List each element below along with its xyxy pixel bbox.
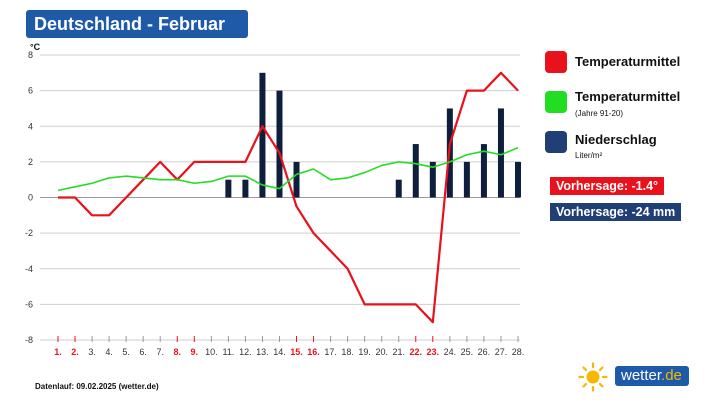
forecast-temp-badge: Vorhersage: -1.4°: [550, 177, 665, 195]
brand-logo[interactable]: wetter.de: [615, 366, 689, 386]
brand-suffix: .de: [661, 367, 682, 384]
y-tick-label: 2: [28, 157, 33, 167]
x-tick-label: 7.: [156, 347, 164, 357]
precip-bar: [515, 161, 521, 198]
legend-swatch-temp-clim: [545, 91, 567, 113]
x-tick-label: 27.: [495, 347, 508, 357]
x-tick-label: 9.: [191, 347, 199, 357]
x-tick-label: 20.: [375, 347, 388, 357]
x-tick-label: 17.: [324, 347, 337, 357]
line-layer: [57, 71, 519, 324]
x-tick-label: 8.: [174, 347, 182, 357]
legend-sub-temp-clim: (Jahre 91-20): [575, 109, 624, 118]
x-tick-label: 4.: [105, 347, 113, 357]
y-tick-label: 6: [28, 86, 33, 96]
x-tick-label: 22.: [410, 347, 423, 357]
legend-label-temp-mean: Temperaturmittel: [575, 54, 681, 69]
x-tick-label: 11.: [222, 347, 234, 357]
x-tick-label: 24.: [444, 347, 457, 357]
precip-bar: [242, 179, 249, 198]
page-title: Deutschland - Februar: [26, 10, 248, 38]
precip-bar: [463, 161, 470, 198]
x-tick-label: 1.: [54, 347, 62, 357]
x-tick-label: 10.: [205, 347, 218, 357]
x-tick-label: 5.: [122, 347, 130, 357]
y-tick-label: -8: [25, 335, 33, 345]
y-tick-label: 8: [28, 50, 33, 60]
x-tick-label: 25.: [461, 347, 474, 357]
legend-swatch-precip: [545, 131, 567, 153]
x-tick-label: 18.: [341, 347, 354, 357]
y-tick-label: 4: [28, 121, 33, 131]
precip-bar: [276, 90, 283, 198]
temp-clim-line: [57, 146, 519, 192]
y-tick-label: -6: [25, 299, 33, 309]
precip-bar: [497, 108, 504, 198]
x-tick-label: 19.: [358, 347, 371, 357]
x-tick-label: 3.: [88, 347, 96, 357]
legend-label-precip: Niederschlag: [575, 132, 657, 147]
precip-bar: [480, 144, 487, 198]
temp-mean-line: [58, 71, 519, 324]
legend-swatch-temp-mean: [545, 51, 567, 73]
legend-sub-precip: Liter/m²: [575, 151, 603, 160]
x-tick-label: 15.: [290, 347, 303, 357]
x-tick-label: 14.: [273, 347, 286, 357]
y-tick-label: -2: [25, 228, 33, 238]
precip-bar: [259, 72, 266, 198]
precip-bar: [429, 161, 436, 198]
x-tick-label: 16.: [307, 347, 320, 357]
precip-bar: [293, 161, 300, 198]
y-axis-unit: °C: [30, 42, 41, 52]
x-tick-label: 26.: [478, 347, 491, 357]
x-tick-label: 6.: [139, 347, 147, 357]
y-tick-label: 0: [28, 193, 33, 203]
x-tick-label: 13.: [256, 347, 269, 357]
data-run-note: Datenlauf: 09.02.2025 (wetter.de): [35, 382, 159, 391]
precip-bar: [412, 144, 419, 198]
precip-bar: [395, 179, 402, 198]
legend-label-temp-clim: Temperaturmittel: [575, 89, 681, 104]
x-tick-label: 12.: [239, 347, 252, 357]
x-tick-label: 28.: [512, 347, 525, 357]
sun-icon: [578, 362, 608, 392]
y-tick-label: -4: [25, 264, 33, 274]
brand-name: wetter: [621, 367, 662, 384]
tick-layer: 8 6 4 2 0 -2 -4 -6 -8 1. 2. 3. 4. 5. 6. 7. 8. 9. 10. 11. 12.…: [25, 50, 524, 357]
forecast-precip-badge: Vorhersage: -24 mm: [550, 203, 682, 221]
precip-bar: [225, 179, 232, 198]
x-tick-label: 23.: [427, 347, 440, 357]
x-tick-label: 2.: [71, 347, 79, 357]
x-tick-label: 21.: [392, 347, 405, 357]
